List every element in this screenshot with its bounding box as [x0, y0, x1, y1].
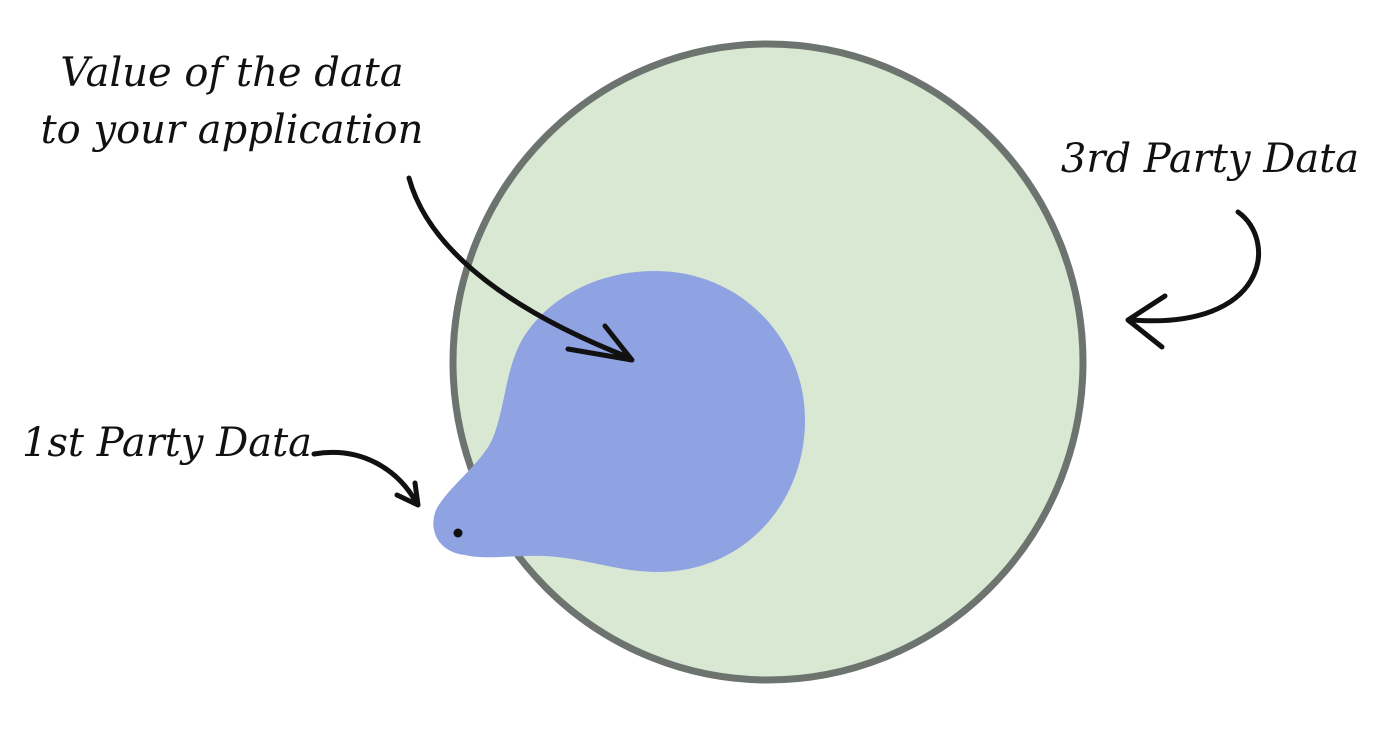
value-arrow [406, 175, 635, 363]
value-label-line1: Value of the data [60, 50, 403, 96]
value-blob [433, 271, 805, 572]
first-party-dot [453, 528, 463, 538]
third-party-arrow [1125, 209, 1261, 350]
first-party-arrow [311, 450, 421, 508]
first-party-label: 1st Party Data [22, 420, 312, 466]
value-label-line2: to your application [41, 107, 424, 153]
third-party-label: 3rd Party Data [1061, 136, 1359, 182]
